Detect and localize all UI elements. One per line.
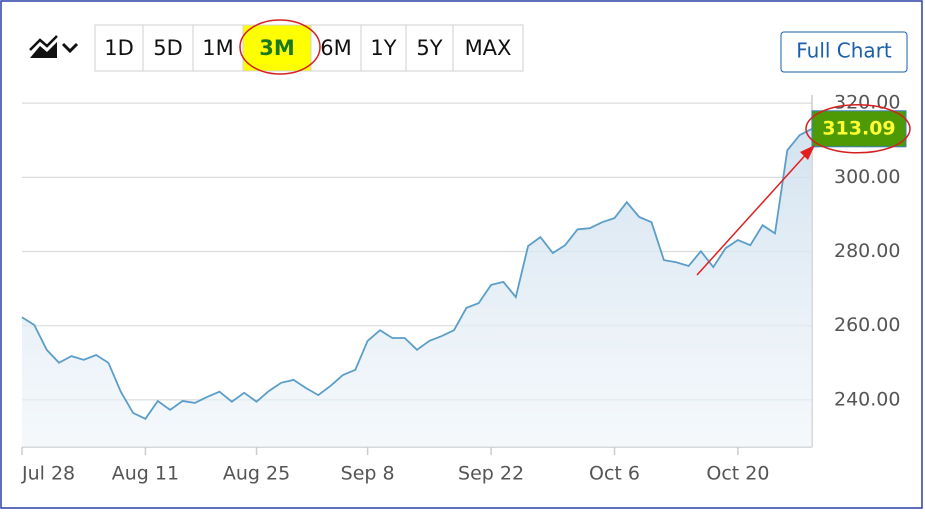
chart-type-icon[interactable]: [29, 35, 79, 58]
price-badge-label: 313.09: [822, 117, 895, 139]
price-badge: [811, 110, 907, 148]
range-label[interactable]: 3M: [259, 36, 295, 60]
full-chart-label[interactable]: Full Chart: [796, 39, 892, 63]
full-chart-button[interactable]: [780, 31, 908, 73]
highlight-circle: [239, 19, 321, 75]
range-label[interactable]: 6M: [320, 36, 351, 60]
highlight-circle: [805, 104, 911, 154]
range-button[interactable]: [405, 24, 454, 72]
range-label[interactable]: MAX: [465, 36, 512, 60]
range-button[interactable]: [142, 24, 194, 72]
x-tick-label: Sep 8: [341, 463, 395, 485]
annotation-arrow: [696, 149, 811, 276]
range-button[interactable]: [452, 24, 524, 72]
arrow-head: [800, 145, 815, 160]
area-fill: [22, 128, 812, 448]
y-tick-label: 260.00: [834, 314, 900, 336]
range-button[interactable]: [242, 24, 312, 72]
y-tick-label: 280.00: [834, 240, 900, 262]
range-label[interactable]: 1D: [104, 36, 134, 60]
x-tick-label: Sep 22: [458, 463, 524, 485]
x-tick-label: Aug 25: [223, 463, 290, 485]
x-tick-label: Aug 11: [112, 463, 179, 485]
y-tick-label: 240.00: [834, 388, 900, 410]
x-tick-label: Jul 28: [21, 463, 75, 485]
y-tick-label: 300.00: [834, 166, 900, 188]
x-tick-label: Oct 20: [706, 463, 769, 485]
range-buttons: 1D 5D 1M 3M 6M 1Y 5Y MAX: [94, 24, 524, 72]
range-label[interactable]: 5Y: [416, 36, 442, 60]
range-label[interactable]: 5D: [153, 36, 183, 60]
price-line: [21, 127, 813, 420]
range-button[interactable]: [310, 24, 362, 72]
range-button[interactable]: [94, 24, 144, 72]
range-button[interactable]: [360, 24, 407, 72]
range-label[interactable]: 1Y: [370, 36, 396, 60]
range-label[interactable]: 1M: [202, 36, 233, 60]
x-tick-label: Oct 6: [589, 463, 640, 485]
